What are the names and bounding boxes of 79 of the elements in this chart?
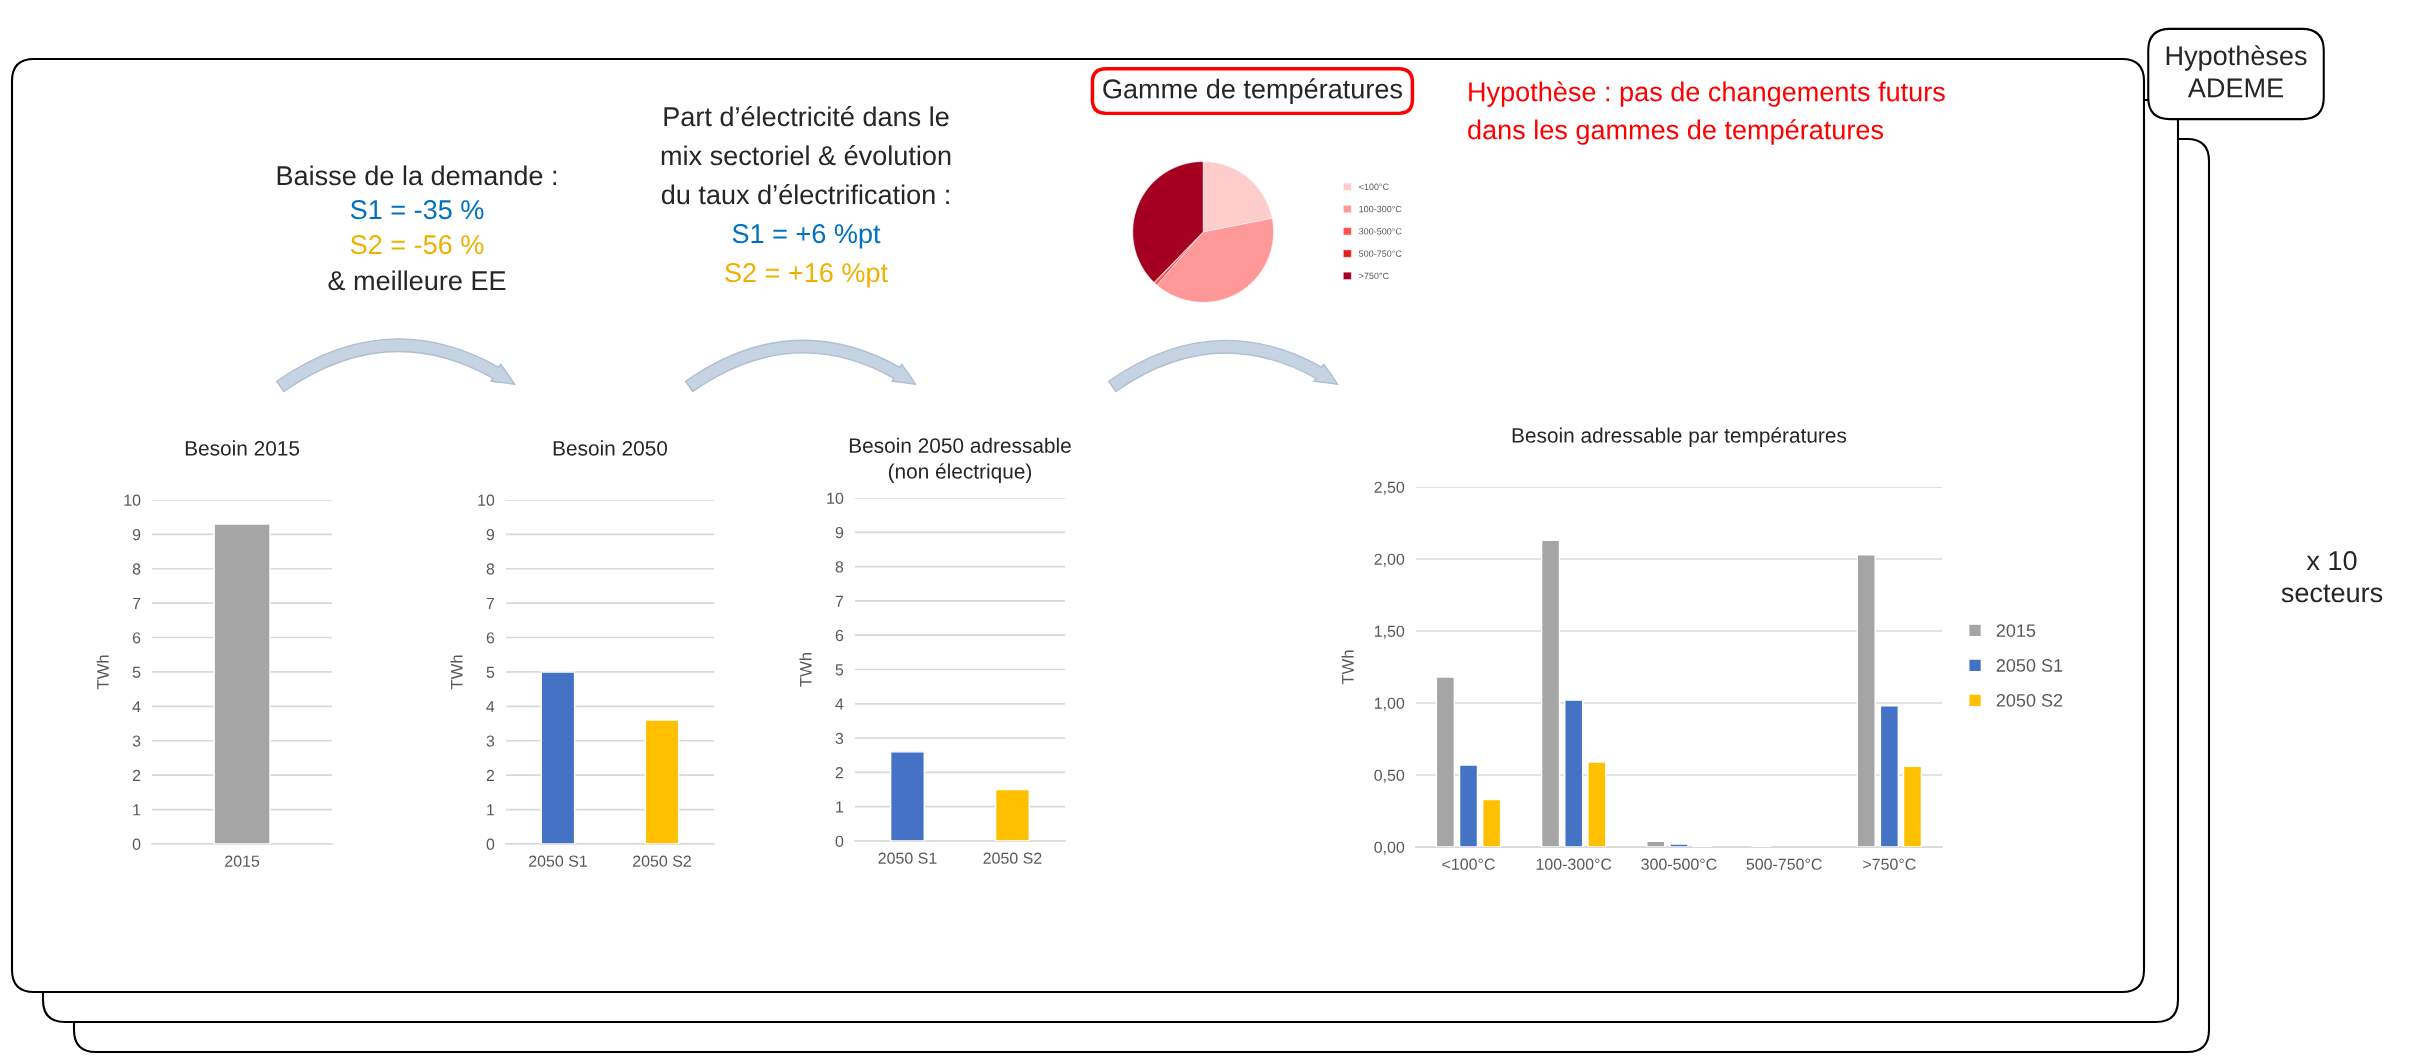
y-tick-label: 7 — [132, 597, 141, 609]
x-tick-label: 2050 S2 — [983, 852, 1042, 864]
y-tick-label: 8 — [132, 563, 141, 575]
y-tick-label: 6 — [835, 629, 844, 642]
x-tick-label: >750°C — [1863, 858, 1916, 870]
chart-title: Besoin 2050 — [553, 440, 668, 456]
y-tick-label: 1 — [487, 804, 495, 816]
legend-label: 100-300°C — [1359, 205, 1402, 213]
y-tick-label: 1 — [836, 801, 844, 813]
y-tick-label: 8 — [486, 563, 495, 575]
x-tick-label: 2050 S1 — [529, 855, 587, 867]
y-tick-label: 10 — [124, 494, 141, 506]
y-axis-title: TWh — [96, 655, 109, 690]
text: dans les gammes de températures — [1468, 119, 1884, 145]
y-tick-label: 9 — [486, 528, 495, 541]
text: S2 = -56 % — [350, 235, 484, 255]
text: Baisse de la demande : — [277, 165, 557, 186]
y-axis-title: TWh — [450, 655, 463, 690]
y-tick-label: 6 — [132, 632, 141, 644]
text: Part d’électricité dans le — [664, 106, 949, 127]
legend-label: 2050 S2 — [1996, 693, 2063, 707]
y-tick-label: 0,50 — [1374, 769, 1405, 783]
legend-label: <100°C — [1359, 183, 1389, 190]
chart-title: Besoin 2050 adressable (non électrique) — [849, 437, 1071, 483]
x-tick-label: 300-500°C — [1641, 858, 1717, 870]
y-tick-label: 7 — [486, 597, 495, 609]
x-tick-label: 2050 S1 — [878, 852, 937, 864]
chart-title: Besoin 2015 — [185, 440, 300, 456]
y-tick-label: 0,00 — [1374, 841, 1405, 855]
y-tick-label: 2,00 — [1374, 553, 1405, 567]
y-tick-label: 1,50 — [1374, 625, 1405, 639]
y-tick-label: 9 — [835, 526, 844, 539]
legend-label: 300-500°C — [1358, 228, 1402, 235]
y-tick-label: 0 — [486, 838, 495, 850]
text: du taux d’électrification : — [661, 184, 949, 205]
y-tick-label: 0 — [132, 838, 141, 850]
y-tick-label: 5 — [835, 664, 844, 676]
legend-label: 2015 — [1996, 624, 2036, 637]
y-tick-label: 1,00 — [1374, 697, 1405, 711]
y-tick-label: 10 — [478, 494, 495, 506]
y-tick-label: 1 — [133, 804, 141, 816]
y-tick-label: 5 — [132, 666, 141, 678]
y-tick-label: 7 — [835, 595, 844, 607]
text: S1 = -35 % — [350, 200, 484, 220]
x-tick-label: 500-750°C — [1746, 858, 1822, 870]
y-tick-label: 3 — [835, 732, 844, 745]
y-tick-label: 4 — [486, 701, 495, 713]
y-tick-label: 10 — [827, 492, 844, 504]
y-tick-label: 5 — [486, 666, 495, 678]
legend-label: 500-750°C — [1358, 250, 1402, 257]
y-tick-label: 2,50 — [1374, 481, 1405, 495]
text: Hypothèse : pas de changements futurs — [1469, 81, 1945, 107]
y-tick-label: 4 — [132, 701, 141, 713]
x-tick-label: <100°C — [1442, 858, 1495, 870]
y-axis-title: TWh — [1341, 650, 1354, 685]
y-tick-label: 8 — [835, 561, 844, 573]
legend-label: 2050 S1 — [1996, 659, 2063, 672]
y-tick-label: 2 — [835, 767, 844, 779]
text: x 10 secteurs — [2281, 551, 2383, 603]
y-tick-label: 6 — [486, 632, 495, 644]
x-tick-label: 2050 S2 — [633, 855, 691, 867]
y-axis-title: TWh — [799, 652, 812, 687]
y-tick-label: 2 — [486, 769, 495, 781]
text: & meilleure EE — [328, 270, 506, 291]
y-tick-label: 3 — [486, 735, 495, 747]
text: S2 = +16 %pt — [725, 263, 888, 288]
x-tick-label: 100-300°C — [1536, 858, 1612, 870]
y-tick-label: 3 — [132, 735, 141, 747]
text: Hypothèses ADEME — [2166, 45, 2307, 98]
y-tick-label: 4 — [835, 698, 844, 710]
chart-title: Gamme de températures — [1103, 78, 1402, 104]
chart-title: Besoin adressable par températures — [1512, 427, 1847, 447]
y-tick-label: 2 — [132, 769, 141, 781]
x-tick-label: 2015 — [225, 855, 260, 867]
y-tick-label: 0 — [835, 835, 844, 847]
y-tick-label: 9 — [132, 528, 141, 541]
text: mix sectoriel & évolution — [661, 145, 951, 166]
legend-label: >750°C — [1359, 272, 1389, 280]
text: S1 = +6 %pt — [732, 224, 881, 249]
